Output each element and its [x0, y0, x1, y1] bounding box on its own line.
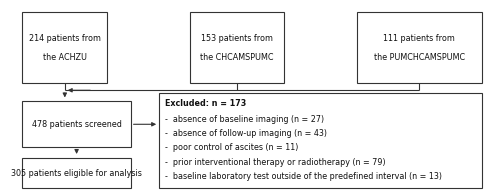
Text: -  prior interventional therapy or radiotherapy (n = 79): - prior interventional therapy or radiot…: [164, 157, 386, 167]
FancyBboxPatch shape: [159, 93, 482, 189]
Text: 111 patients from: 111 patients from: [384, 34, 456, 43]
Text: 478 patients screened: 478 patients screened: [32, 120, 122, 129]
Text: Excluded: n = 173: Excluded: n = 173: [164, 99, 246, 108]
Text: the PUMCHCAMSPUMC: the PUMCHCAMSPUMC: [374, 53, 465, 62]
FancyBboxPatch shape: [190, 12, 284, 83]
Text: 305 patients eligible for analysis: 305 patients eligible for analysis: [11, 169, 142, 178]
FancyBboxPatch shape: [22, 158, 131, 189]
Text: 214 patients from: 214 patients from: [29, 34, 101, 43]
FancyBboxPatch shape: [357, 12, 482, 83]
Text: the CHCAMSPUMC: the CHCAMSPUMC: [200, 53, 274, 62]
Text: -  absence of baseline imaging (n = 27): - absence of baseline imaging (n = 27): [164, 115, 324, 124]
Text: -  baseline laboratory test outside of the predefined interval (n = 13): - baseline laboratory test outside of th…: [164, 172, 442, 181]
Text: -  poor control of ascites (n = 11): - poor control of ascites (n = 11): [164, 143, 298, 152]
Text: the ACHZU: the ACHZU: [43, 53, 87, 62]
FancyBboxPatch shape: [22, 101, 131, 147]
FancyBboxPatch shape: [22, 12, 107, 83]
Text: -  absence of follow-up imaging (n = 43): - absence of follow-up imaging (n = 43): [164, 129, 326, 138]
Text: 153 patients from: 153 patients from: [201, 34, 273, 43]
